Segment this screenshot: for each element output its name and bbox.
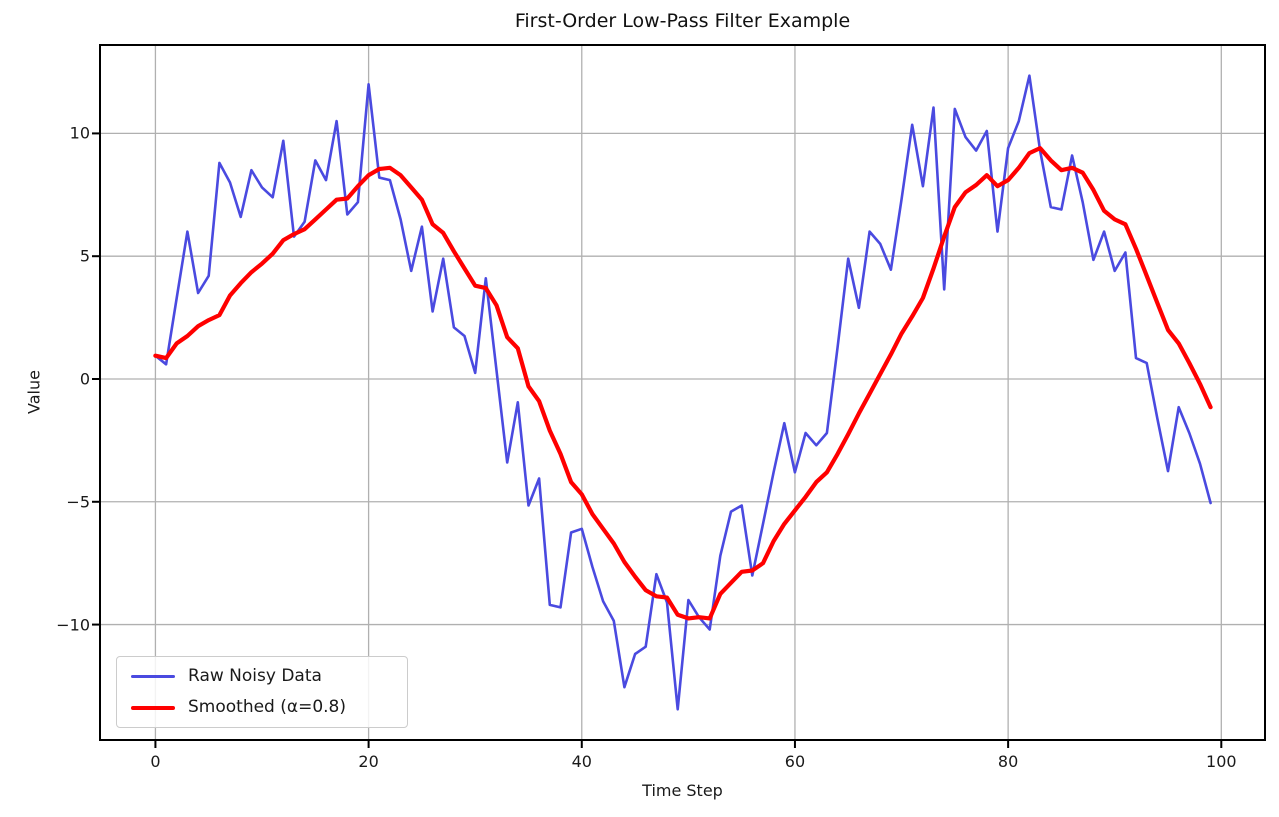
legend-item-raw: Raw Noisy Data: [131, 665, 407, 689]
legend-label-smoothed: Smoothed (α=0.8): [188, 697, 346, 717]
series-line-0: [154, 74, 1212, 711]
x-tick-label: 40: [571, 752, 592, 771]
data-series: [153, 74, 1213, 711]
gridlines: [100, 45, 1265, 740]
chart-title: First-Order Low-Pass Filter Example: [514, 10, 851, 32]
x-tick-label: 60: [784, 752, 806, 771]
smoothed-line-swatch: [131, 705, 175, 710]
x-axis-label: Time Step: [642, 781, 723, 800]
y-tick-label: 5: [79, 246, 90, 266]
x-tick-label: 80: [997, 752, 1019, 771]
legend-item-smoothed: Smoothed (α=0.8): [131, 696, 407, 720]
legend: Raw Noisy Data Smoothed (α=0.8): [116, 656, 408, 728]
legend-label-raw: Raw Noisy Data: [188, 666, 322, 686]
plot-frame: [99, 44, 1266, 741]
x-tick-label: 0: [150, 752, 161, 771]
x-tick-label: 100: [1206, 752, 1237, 771]
y-axis-label: Value: [24, 370, 44, 414]
raw-line-swatch: [131, 675, 175, 678]
axis-tick-marks: [92, 132, 1223, 748]
series-line-1: [153, 146, 1213, 621]
y-tick-label: 10: [69, 123, 90, 143]
x-tick-label: 20: [358, 752, 379, 771]
y-tick-label: 0: [79, 369, 90, 389]
y-tick-label: −10: [56, 615, 90, 635]
y-tick-label: −5: [66, 492, 90, 512]
